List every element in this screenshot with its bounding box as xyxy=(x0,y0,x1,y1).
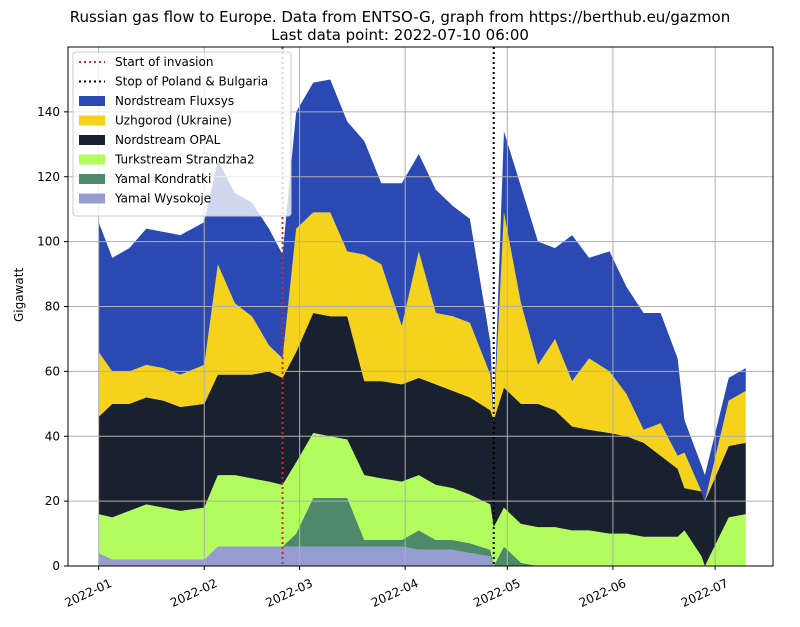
legend-marker-2 xyxy=(79,96,105,106)
area-series-2 xyxy=(98,433,746,566)
x-tick-label-3: 2022-04 xyxy=(369,576,420,610)
legend-box xyxy=(72,51,292,217)
area-series-5 xyxy=(98,79,746,502)
x-tick-label-5: 2022-06 xyxy=(577,576,628,610)
area-series-4 xyxy=(98,212,746,502)
area-series-3 xyxy=(98,312,746,566)
legend-label-3: Uzhgorod (Ukraine) xyxy=(115,114,232,128)
legend-marker-6 xyxy=(79,174,105,184)
chart-subtitle: Last data point: 2022-07-10 06:00 xyxy=(271,26,529,44)
legend-label-2: Nordstream Fluxsys xyxy=(115,94,234,108)
legend-marker-3 xyxy=(79,115,105,126)
legend-label-5: Turkstream Strandzha2 xyxy=(114,153,255,167)
chart-title: Russian gas flow to Europe. Data from EN… xyxy=(69,8,731,26)
y-tick-label-7: 140 xyxy=(37,105,60,119)
legend-label-7: Yamal Wysokoje xyxy=(114,192,211,206)
x-tick-label-1: 2022-02 xyxy=(168,576,219,610)
x-tick-label-6: 2022-07 xyxy=(679,576,730,610)
legend-label-1: Stop of Poland & Bulgaria xyxy=(115,75,268,89)
x-tick-label-0: 2022-01 xyxy=(63,576,114,610)
y-tick-label-0: 0 xyxy=(52,559,60,573)
area-series-0 xyxy=(98,546,746,566)
y-tick-label-1: 20 xyxy=(45,494,60,508)
y-tick-label-3: 60 xyxy=(45,364,60,378)
y-tick-label-6: 120 xyxy=(37,170,60,184)
y-tick-label-4: 80 xyxy=(45,300,60,314)
legend-marker-7 xyxy=(79,193,105,204)
y-tick-label-2: 40 xyxy=(45,429,60,443)
x-tick-label-2: 2022-03 xyxy=(264,576,315,610)
legend-label-0: Start of invasion xyxy=(115,55,213,69)
legend-marker-4 xyxy=(79,135,105,145)
legend-label-4: Nordstream OPAL xyxy=(115,133,221,147)
legend-marker-5 xyxy=(79,154,105,165)
x-tick-label-4: 2022-05 xyxy=(471,576,522,610)
legend-label-6: Yamal Kondratki xyxy=(114,172,211,186)
y-tick-label-5: 100 xyxy=(37,235,60,249)
